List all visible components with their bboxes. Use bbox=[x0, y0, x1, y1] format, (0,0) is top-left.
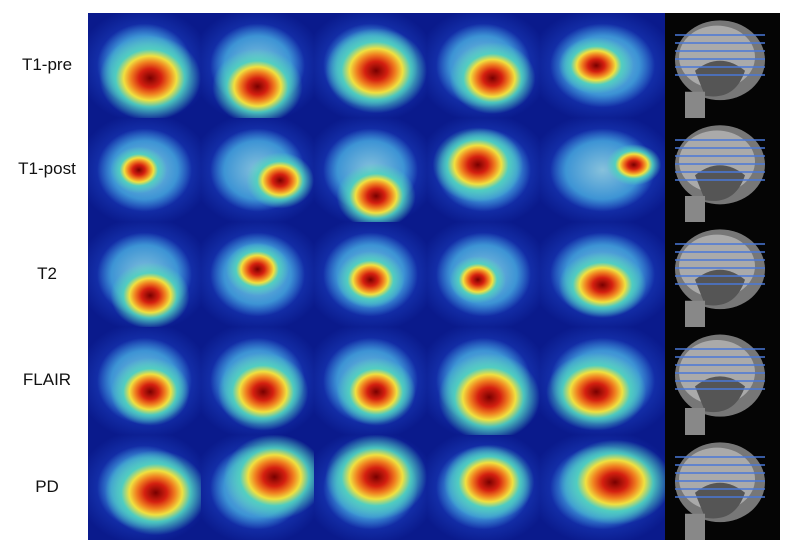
heatmap-tile bbox=[88, 327, 201, 435]
heatmap-tile bbox=[540, 222, 665, 327]
heatmap-tile bbox=[201, 222, 314, 327]
mri-image bbox=[675, 229, 765, 327]
heatmap-tile bbox=[314, 327, 427, 435]
row-label: T1-post bbox=[18, 159, 76, 178]
heatmap-tile bbox=[540, 327, 665, 435]
heatmap-tile bbox=[201, 13, 314, 118]
mri-image bbox=[675, 20, 765, 118]
heatmap-tile bbox=[314, 435, 427, 540]
sagittal-mri bbox=[665, 435, 780, 540]
mri-image bbox=[675, 442, 765, 540]
heatmap-tile bbox=[201, 327, 314, 435]
heatmap-tile bbox=[88, 13, 201, 118]
heatmap-tile bbox=[88, 118, 201, 222]
heatmap-tile bbox=[314, 222, 427, 327]
row-label: T2 bbox=[37, 263, 57, 283]
mri-image bbox=[675, 334, 765, 435]
sagittal-mri bbox=[665, 222, 780, 327]
row-label: FLAIR bbox=[22, 370, 72, 389]
heatmap-tile bbox=[314, 13, 427, 118]
heatmap-tile bbox=[427, 327, 540, 435]
sagittal-mri bbox=[665, 327, 780, 435]
sagittal-mri bbox=[665, 13, 780, 118]
heatmap-tile bbox=[427, 435, 540, 540]
row-label: PD bbox=[35, 476, 59, 496]
sagittal-mri bbox=[665, 118, 780, 222]
heatmap-tile bbox=[540, 13, 665, 118]
heatmap-tile bbox=[540, 435, 665, 540]
heatmap-tile bbox=[314, 118, 427, 222]
heatmap-tile bbox=[427, 13, 540, 118]
heatmap-tile bbox=[88, 222, 201, 327]
heatmap-tile bbox=[427, 118, 540, 222]
mri-image bbox=[675, 125, 765, 222]
heatmap-tile bbox=[201, 118, 314, 222]
heatmap-tile bbox=[201, 435, 314, 540]
heatmap-tile bbox=[88, 435, 201, 540]
row-label: T1-pre bbox=[21, 54, 73, 74]
heatmap-tile bbox=[427, 222, 540, 327]
heatmap-tile bbox=[540, 118, 665, 222]
